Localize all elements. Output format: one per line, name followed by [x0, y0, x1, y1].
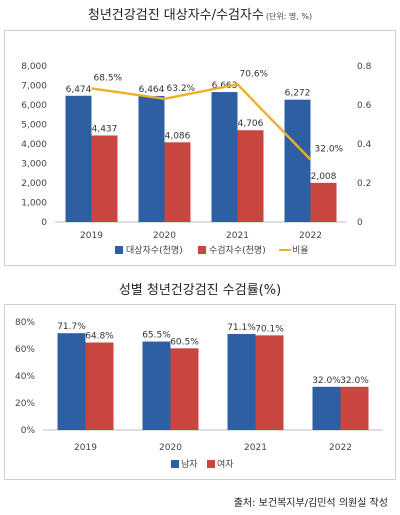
- chart2-svg: 0% 20% 40% 60% 80% 71.7%64.8% 2019 65.5%60.5% 20…: [15, 318, 383, 470]
- y-tick-label: 4,000: [21, 140, 47, 150]
- ratio-value-label: 68.5%: [94, 73, 123, 83]
- legend-label: 남자: [181, 459, 198, 470]
- bar-value-label: 2,008: [311, 172, 337, 182]
- bar-target-2020: [138, 95, 165, 222]
- bar-female-2022: [340, 386, 369, 430]
- y-tick-label: 0: [41, 218, 47, 228]
- x-tick-label: 2022: [329, 443, 352, 453]
- bar-value-label: 32.0%: [340, 376, 369, 386]
- y-tick-label: 7,000: [21, 82, 47, 92]
- x-tick-label: 2020: [159, 443, 182, 453]
- bar-male-2021: [227, 334, 256, 430]
- bar-value-label: 60.5%: [170, 337, 199, 347]
- y2-tick-label: 0.8: [357, 62, 372, 72]
- bar-value-label: 71.7%: [57, 322, 86, 332]
- legend-label: 대상자수(천명): [126, 245, 183, 256]
- ratio-line: [91, 83, 312, 161]
- y-tick-label: 5,000: [21, 121, 47, 131]
- y-tick-label: 20%: [15, 399, 35, 409]
- bar-value-label: 65.5%: [142, 331, 171, 341]
- bar-target-2022: [284, 99, 311, 222]
- bar-examined-2020: [164, 142, 191, 222]
- bar-examined-2021: [237, 130, 264, 222]
- y2-tick-label: 0: [357, 218, 363, 228]
- x-tick-label: 2019: [80, 231, 103, 241]
- y-tick-label: 8,000: [21, 62, 47, 72]
- legend-label: 비율: [292, 245, 309, 256]
- bar-target-2021: [211, 92, 238, 222]
- chart2-panel: 0% 20% 40% 60% 80% 71.7% 64.8% 2019 65.5% 60.5% 20…: [4, 304, 396, 480]
- bar-value-label: 32.0%: [312, 376, 341, 386]
- y-tick-label: 40%: [15, 372, 35, 382]
- ratio-value-label: 63.2%: [167, 84, 196, 94]
- y-tick-label: 3,000: [21, 160, 47, 170]
- chart2-title: 성별 청년건강검진 수검률(%): [118, 283, 282, 298]
- bar-value-label: 6,474: [66, 85, 92, 95]
- y-tick-label: 0%: [21, 426, 36, 436]
- bar-value-label: 4,706: [238, 119, 264, 129]
- x-tick-label: 2020: [153, 231, 176, 241]
- ratio-value-label: 32.0%: [315, 145, 344, 155]
- bar-value-label: 4,086: [165, 131, 191, 141]
- chart1-title-text: 청년건강검진 대상자수/수검자수: [87, 8, 264, 23]
- bar-female-2020: [170, 348, 199, 430]
- x-tick-label: 2021: [226, 231, 249, 241]
- bar-value-label: 64.8%: [85, 332, 114, 342]
- legend-swatch-1: [207, 460, 215, 468]
- x-tick-label: 2019: [74, 443, 97, 453]
- bar-value-label: 6,464: [139, 85, 165, 95]
- y-tick-label: 60%: [15, 345, 35, 355]
- legend-swatch-0: [171, 460, 179, 468]
- y-tick-label: 6,000: [21, 101, 47, 111]
- bar-value-label: 6,272: [285, 89, 311, 99]
- chart1-svg: 0 1,000 2,000 3,000 4,000 5,000 6,000 7,000 8,00…: [21, 62, 372, 256]
- ratio-value-label: 70.6%: [240, 69, 269, 79]
- x-tick-label: 2022: [299, 231, 322, 241]
- legend-swatch-1: [198, 246, 206, 254]
- legend-label: 수검자수(천명): [209, 244, 266, 256]
- bar-target-2019: [65, 95, 92, 222]
- legend-label: 여자: [217, 458, 234, 470]
- x-tick-label: 2021: [244, 443, 267, 453]
- bar-male-2019: [57, 333, 86, 430]
- chart1-panel: 0 1,000 2,000 3,000 4,000 5,000 6,000 7,000 8,00…: [4, 30, 396, 266]
- bar-value-label: 4,437: [92, 124, 118, 134]
- bar-male-2022: [312, 386, 341, 430]
- y-tick-label: 80%: [15, 318, 35, 328]
- bar-examined-2022: [310, 182, 337, 222]
- bar-value-label: 71.1%: [227, 323, 256, 333]
- y-tick-label: 1,000: [21, 199, 47, 209]
- bar-female-2021: [255, 335, 284, 430]
- y-tick-label: 2,000: [21, 179, 47, 189]
- source-note: 출처: 보건복지부/김민석 의원실 작성: [233, 498, 388, 509]
- bar-examined-2019: [91, 135, 118, 222]
- y2-tick-label: 0.2: [357, 179, 371, 189]
- chart1-title: 청년건강검진 대상자수/수검자수 (단위: 명, %): [0, 4, 400, 23]
- bar-value-label: 70.1%: [255, 324, 284, 334]
- y2-tick-label: 0.6: [357, 101, 372, 111]
- chart1-unit: (단위: 명, %): [265, 12, 313, 21]
- y2-tick-label: 0.4: [357, 140, 372, 150]
- bar-female-2019: [85, 342, 114, 430]
- bar-male-2020: [142, 341, 171, 430]
- legend-swatch-0: [115, 246, 123, 254]
